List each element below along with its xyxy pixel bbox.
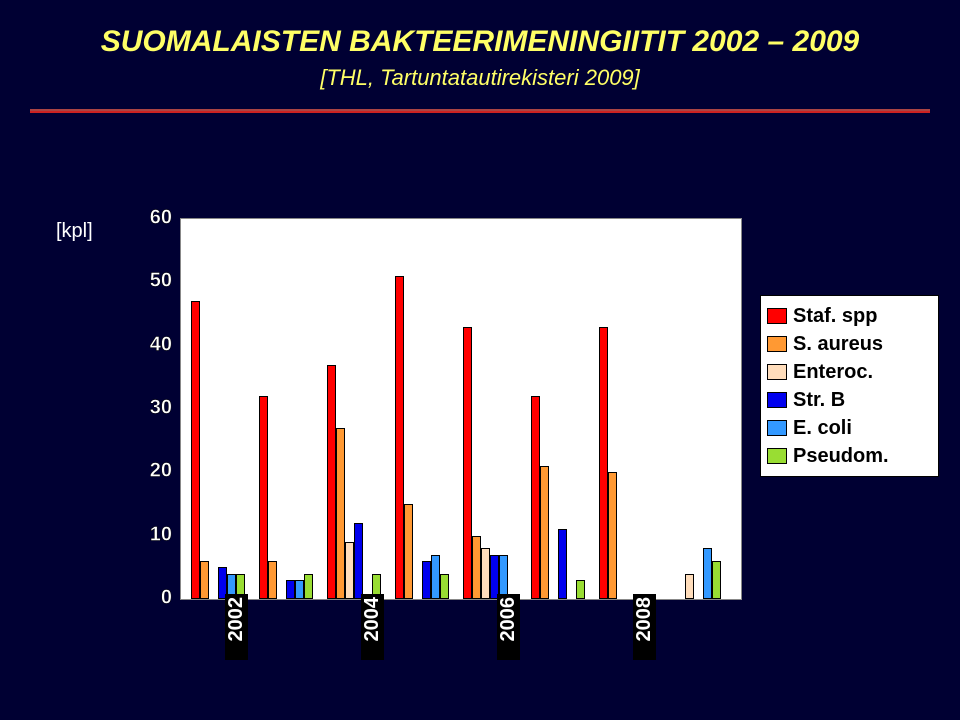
legend-swatch [767,336,787,352]
y-tick: 30 [130,397,172,420]
bar [286,580,295,599]
bar [345,542,354,599]
bar [200,561,209,599]
y-tick: 0 [130,587,172,610]
bar [336,428,345,599]
bar [354,523,363,599]
bar [268,561,277,599]
bar [490,555,499,599]
y-tick: 50 [130,270,172,293]
bar-chart: 0102030405060 2002200420062008 [130,218,740,638]
bar [295,580,304,599]
bar [685,574,694,599]
legend-swatch [767,420,787,436]
legend-item: S. aureus [767,330,932,358]
x-tick: 2006 [497,594,520,660]
legend-label: E. coli [793,414,852,442]
bar [712,561,721,599]
bar [191,301,200,599]
y-tick: 60 [130,207,172,230]
legend-swatch [767,448,787,464]
bar [422,561,431,599]
page-subtitle: [THL, Tartuntatautirekisteri 2009] [0,59,960,109]
bar [259,396,268,599]
bar [395,276,404,599]
bar [404,504,413,599]
bar [499,555,508,599]
legend-label: Staf. spp [793,302,877,330]
bar [540,466,549,599]
legend-swatch [767,392,787,408]
legend-item: Str. B [767,386,932,414]
bar [472,536,481,599]
legend-label: Enteroc. [793,358,873,386]
x-tick: 2008 [633,594,656,660]
x-tick: 2004 [361,594,384,660]
y-axis-unit: [kpl] [56,220,93,243]
bar [431,555,440,599]
bar [463,327,472,599]
bar [558,529,567,599]
x-tick: 2002 [225,594,248,660]
legend: Staf. sppS. aureusEnteroc.Str. BE. coliP… [760,295,939,477]
bar [576,580,585,599]
legend-swatch [767,308,787,324]
y-tick: 10 [130,523,172,546]
bar [440,574,449,599]
legend-item: E. coli [767,414,932,442]
legend-label: Pseudom. [793,442,889,470]
legend-swatch [767,364,787,380]
legend-item: Staf. spp [767,302,932,330]
bar [304,574,313,599]
plot-area [180,218,742,600]
legend-item: Enteroc. [767,358,932,386]
bar [327,365,336,599]
legend-label: Str. B [793,386,845,414]
page-title: SUOMALAISTEN BAKTEERIMENINGIITIT 2002 – … [0,0,960,59]
bar [703,548,712,599]
legend-item: Pseudom. [767,442,932,470]
legend-label: S. aureus [793,330,883,358]
bar [608,472,617,599]
y-tick: 20 [130,460,172,483]
bar [531,396,540,599]
bar [599,327,608,599]
y-tick: 40 [130,333,172,356]
bar [481,548,490,599]
divider [30,109,930,113]
